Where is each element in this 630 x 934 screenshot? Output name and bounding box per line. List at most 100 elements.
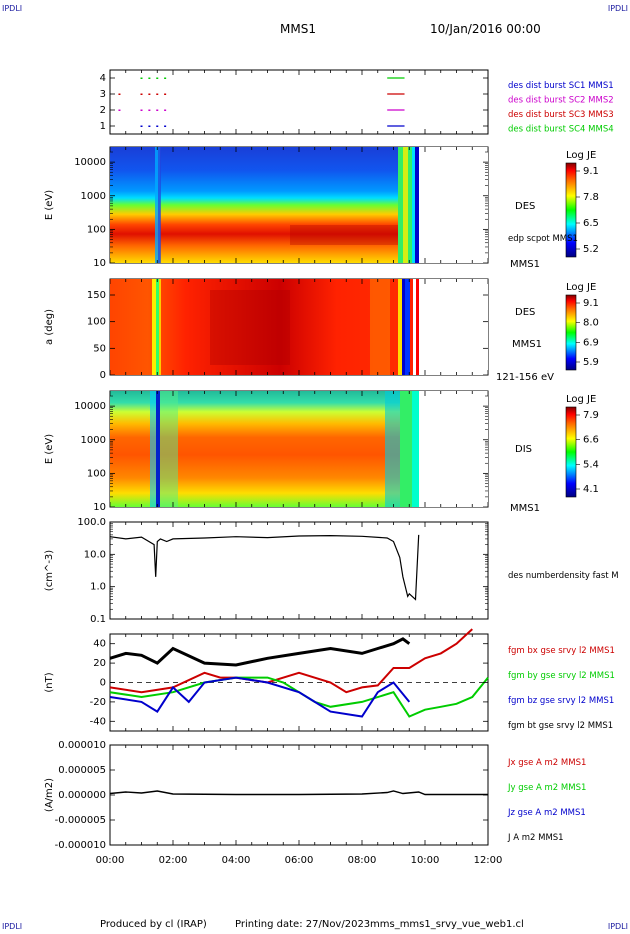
energy-range-label: 121-156 eV [496, 372, 554, 383]
colorbar [565, 162, 577, 258]
coverage-dot [140, 109, 143, 111]
field-line-bz [109, 676, 411, 718]
y-tick-label: 100 [87, 468, 106, 479]
field-legend-entry: fgm by gse srvy l2 MMS1 [508, 671, 615, 681]
y-tick-label: 0.1 [90, 614, 106, 625]
coverage-dot [156, 109, 159, 111]
plot-title: MMS1 [280, 22, 316, 36]
y-tick-label: 40 [93, 639, 106, 650]
field-legend-entry: fgm bx gse srvy l2 MMS1 [508, 646, 615, 656]
coverage-dot [148, 109, 151, 111]
y-tick-label: 4 [100, 73, 106, 84]
colorbar-tick-label: 6.5 [583, 218, 599, 229]
coverage-legend-entry: des dist burst SC1 MMS1 [508, 81, 614, 91]
y-tick-label: 20 [93, 658, 106, 669]
colorbar-tick-label: 7.8 [583, 192, 599, 203]
y-tick-label: 100 [87, 224, 106, 235]
current-legend-entry: Jy gse A m2 MMS1 [507, 783, 586, 793]
scpot-overlay-label: edp scpot MMS1 [508, 234, 578, 244]
coverage-dot [156, 93, 159, 95]
dis-energy-spectrogram [110, 391, 488, 507]
coverage-dot [148, 125, 151, 127]
colorbar-tick-label: 5.2 [583, 244, 599, 255]
density-line [109, 534, 420, 601]
y-tick-label: 1 [100, 121, 106, 132]
y-axis-label: a (deg) [44, 309, 55, 345]
colorbar [565, 294, 577, 371]
y-tick-label: 0.000010 [58, 740, 106, 751]
field-line-bt [109, 637, 411, 667]
footer-printing-date: Printing date: 27/Nov/2023 [235, 919, 371, 930]
x-tick-label: 08:00 [348, 855, 377, 866]
colorbar-title: Log JE [566, 282, 596, 293]
y-tick-label: 2 [100, 105, 106, 116]
density-panel [109, 534, 420, 601]
current-legend-entry: Jx gse A m2 MMS1 [507, 758, 586, 768]
x-tick-label: 04:00 [222, 855, 251, 866]
field-line-bx [109, 628, 473, 694]
coverage-dot [164, 77, 167, 79]
y-axis-label: (cm^-3) [44, 550, 55, 591]
current-line [109, 790, 488, 796]
coverage-dot [140, 93, 143, 95]
current-panel [109, 790, 488, 796]
colorbar-tick-label: 9.1 [583, 166, 599, 177]
y-axis-label: E (eV) [44, 190, 55, 220]
y-tick-label: 1.0 [90, 582, 106, 593]
coverage-dot [164, 93, 167, 95]
colorbar-tick-label: 8.0 [583, 318, 599, 329]
corner-label-top-right: IPDLI [607, 4, 628, 13]
y-tick-label: -20 [90, 697, 106, 708]
y-axis-label: (A/m2) [44, 778, 55, 812]
y-tick-label: 100.0 [77, 517, 106, 528]
y-tick-label: 10000 [74, 401, 106, 412]
coverage-legend-entry: des dist burst SC3 MMS3 [508, 110, 614, 120]
y-tick-label: 1000 [81, 191, 106, 202]
y-tick-label: 0.000005 [58, 765, 106, 776]
des-energy-unit-label: MMS1 [510, 259, 540, 270]
y-tick-label: 10 [93, 502, 106, 513]
dis-species-label: DIS [515, 444, 532, 455]
y-tick-label: 10 [93, 258, 106, 269]
y-axis-label: (nT) [44, 672, 55, 692]
footer-filename: mms_mms1_srvy_vue_web1.cl [370, 919, 524, 930]
y-tick-label: -0.000005 [55, 815, 106, 826]
coverage-dot [156, 125, 159, 127]
colorbar-title: Log JE [566, 394, 596, 405]
coverage-dot [140, 77, 143, 79]
footer-produced: Produced by cl (IRAP) [100, 919, 207, 930]
density-legend-entry: des numberdensity fast M [508, 571, 619, 581]
y-tick-label: 0.000000 [58, 790, 106, 801]
y-tick-label: 10000 [74, 157, 106, 168]
y-tick-label: 0 [100, 678, 106, 689]
y-tick-label: 1000 [81, 435, 106, 446]
des-pitch-unit-label: MMS1 [512, 339, 542, 350]
plot-date: 10/Jan/2016 00:00 [430, 22, 541, 36]
y-axis-label: E (eV) [44, 434, 55, 464]
colorbar-title: Log JE [566, 150, 596, 161]
x-tick-label: 02:00 [159, 855, 188, 866]
current-legend-entry: Jz gse A m2 MMS1 [507, 808, 586, 818]
des-energy-spectrogram [110, 147, 488, 263]
colorbar [565, 406, 577, 498]
coverage-dot [164, 109, 167, 111]
corner-label-bottom-left: IPDLI [2, 922, 23, 931]
colorbar-tick-label: 9.1 [583, 298, 599, 309]
y-tick-label: 10.0 [84, 549, 106, 560]
x-tick-label: 10:00 [411, 855, 440, 866]
coverage-legend-entry: des dist burst SC2 MMS2 [508, 96, 614, 106]
field-legend-entry: fgm bz gse srvy l2 MMS1 [508, 696, 614, 706]
y-tick-label: -40 [90, 716, 106, 727]
y-tick-label: 150 [87, 290, 106, 301]
x-tick-label: 06:00 [285, 855, 314, 866]
coverage-dot [148, 93, 151, 95]
coverage-dot [118, 109, 121, 111]
magnetic-field-panel [109, 628, 489, 718]
y-tick-label: 3 [100, 89, 106, 100]
colorbar-tick-label: 5.9 [583, 357, 599, 368]
current-legend-entry: J A m2 MMS1 [507, 833, 564, 843]
panel-frame-1 [109, 69, 489, 135]
x-tick-label: 00:00 [96, 855, 125, 866]
corner-label-bottom-right: IPDLI [607, 922, 628, 931]
